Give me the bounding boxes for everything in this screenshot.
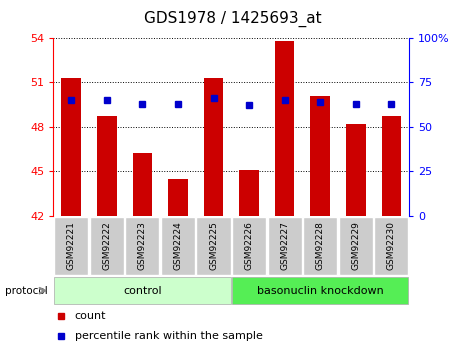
Bar bbox=[54, 217, 88, 275]
Text: protocol: protocol bbox=[5, 286, 47, 296]
Bar bbox=[97, 116, 117, 216]
Bar bbox=[346, 124, 365, 216]
Bar bbox=[168, 179, 188, 216]
Bar bbox=[275, 41, 294, 216]
Text: GSM92226: GSM92226 bbox=[245, 221, 253, 270]
Text: GSM92228: GSM92228 bbox=[316, 221, 325, 270]
Bar bbox=[90, 217, 124, 275]
Bar bbox=[268, 217, 302, 275]
Bar bbox=[339, 217, 373, 275]
Text: GSM92221: GSM92221 bbox=[67, 221, 76, 270]
Text: GSM92222: GSM92222 bbox=[102, 221, 111, 270]
Bar bbox=[232, 217, 266, 275]
Text: basonuclin knockdown: basonuclin knockdown bbox=[257, 286, 384, 296]
Bar bbox=[126, 217, 159, 275]
Text: GSM92230: GSM92230 bbox=[387, 221, 396, 270]
Bar bbox=[311, 96, 330, 216]
Text: GSM92224: GSM92224 bbox=[173, 221, 182, 270]
Bar bbox=[133, 154, 152, 216]
Bar bbox=[61, 78, 81, 216]
Text: percentile rank within the sample: percentile rank within the sample bbox=[75, 331, 263, 341]
Bar bbox=[303, 217, 337, 275]
Bar bbox=[204, 78, 223, 216]
Bar bbox=[54, 277, 231, 304]
Bar bbox=[382, 116, 401, 216]
Bar bbox=[161, 217, 195, 275]
Text: GSM92223: GSM92223 bbox=[138, 221, 147, 270]
Bar bbox=[374, 217, 408, 275]
Text: count: count bbox=[75, 312, 106, 322]
Text: GDS1978 / 1425693_at: GDS1978 / 1425693_at bbox=[144, 10, 321, 27]
Bar bbox=[239, 170, 259, 216]
Text: GSM92227: GSM92227 bbox=[280, 221, 289, 270]
Text: control: control bbox=[123, 286, 162, 296]
Bar bbox=[197, 217, 231, 275]
Bar bbox=[232, 277, 408, 304]
Text: GSM92225: GSM92225 bbox=[209, 221, 218, 270]
Text: GSM92229: GSM92229 bbox=[352, 221, 360, 270]
